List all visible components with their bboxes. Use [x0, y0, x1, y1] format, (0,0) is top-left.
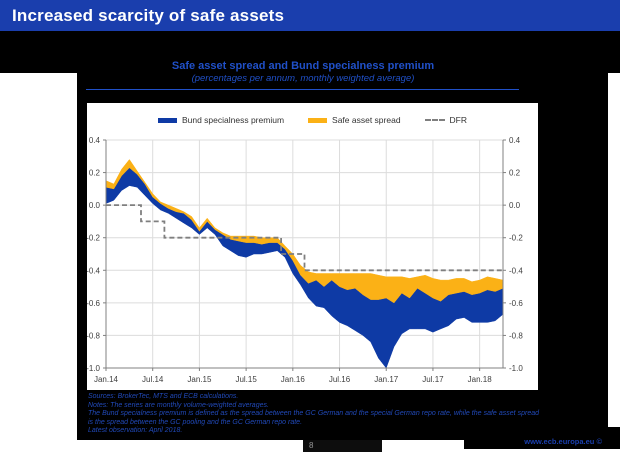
background-bottom-right: www.ecb.europa.eu © [464, 427, 620, 449]
svg-text:Jan.15: Jan.15 [187, 375, 212, 384]
svg-text:0.4: 0.4 [509, 136, 521, 145]
notes-sources: Sources: BrokerTec, MTS and ECB calculat… [88, 393, 239, 400]
notes-series: Notes: The series are monthly volume-wei… [88, 401, 269, 409]
legend-swatch-bund-area [157, 117, 177, 123]
svg-text:0.0: 0.0 [89, 201, 101, 210]
legend-item-safe: Safe asset spread [308, 115, 401, 125]
svg-text:0.0: 0.0 [509, 201, 521, 210]
legend-label-safe: Safe asset spread [332, 115, 401, 125]
svg-text:-0.4: -0.4 [509, 266, 523, 275]
svg-text:-0.2: -0.2 [509, 234, 523, 243]
svg-text:-0.4: -0.4 [87, 266, 101, 275]
background-band-top [0, 31, 620, 73]
svg-text:-1.0: -1.0 [87, 364, 101, 373]
legend-item-dfr: DFR [424, 115, 468, 125]
svg-text:Jul.16: Jul.16 [329, 375, 351, 384]
svg-text:Jan.17: Jan.17 [374, 375, 399, 384]
footer-link: www.ecb.europa.eu © [524, 437, 602, 446]
legend-swatch-dfr-dashed-line [424, 119, 445, 121]
svg-text:-0.6: -0.6 [509, 299, 523, 308]
legend-item-bund: Bund specialness premium [157, 115, 285, 125]
svg-text:-0.2: -0.2 [87, 234, 101, 243]
svg-text:Jul.14: Jul.14 [142, 375, 164, 384]
svg-text:0.4: 0.4 [89, 136, 101, 145]
page-number-box: 8 [303, 440, 382, 452]
notes-latest: Latest observation: April 2018. [88, 427, 183, 435]
svg-text:0.2: 0.2 [89, 169, 101, 178]
legend-label-dfr: DFR [449, 115, 468, 125]
svg-text:Jan.18: Jan.18 [468, 375, 493, 384]
slide-title: Increased scarcity of safe assets [12, 5, 285, 25]
chart-figure: 0.4 0.4 0.2 0.2 0.0 0.0 -0.2 -0.2 -0.4 -0.4 -0.6 -0… [87, 103, 538, 390]
title-rule [86, 89, 519, 90]
svg-text:-0.6: -0.6 [87, 299, 101, 308]
legend-swatch-safe-area [308, 117, 328, 123]
slide-header: Increased scarcity of safe assets [0, 0, 620, 31]
svg-text:-0.8: -0.8 [87, 331, 101, 340]
notes-definition: The Bund specialness premium is defined … [88, 410, 539, 426]
svg-text:0.2: 0.2 [509, 169, 521, 178]
svg-text:-1.0: -1.0 [509, 364, 523, 373]
chart-title-block: Safe asset spread and Bund specialness p… [87, 60, 519, 84]
svg-text:-0.8: -0.8 [509, 331, 523, 340]
page-number: 8 [309, 441, 314, 450]
chart-notes: Sources: BrokerTec, MTS and ECB calculat… [88, 393, 539, 436]
chart-plot: 0.4 0.4 0.2 0.2 0.0 0.0 -0.2 -0.2 -0.4 -0.4 -0.6 -0… [87, 136, 523, 384]
legend-label-bund: Bund specialness premium [181, 115, 285, 125]
chart-subtitle: (percentages per annum, monthly weighted… [191, 73, 415, 84]
svg-text:Jul.15: Jul.15 [235, 375, 257, 384]
svg-text:Jan.16: Jan.16 [281, 375, 306, 384]
svg-text:Jan.14: Jan.14 [94, 375, 119, 384]
chart-legend: Bund specialness premium Safe asset spre… [87, 115, 538, 125]
chart-title: Safe asset spread and Bund specialness p… [171, 60, 435, 72]
svg-text:Jul.17: Jul.17 [422, 375, 444, 384]
